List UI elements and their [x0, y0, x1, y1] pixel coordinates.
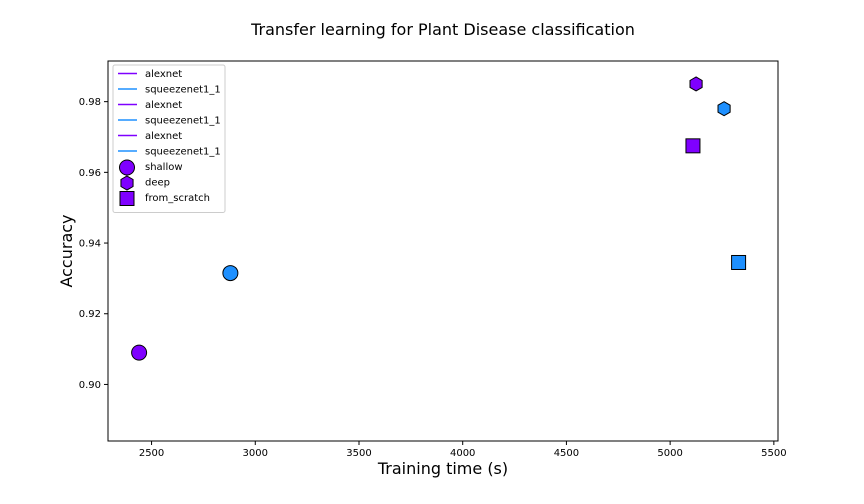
legend: alexnetsqueezenet1_1alexnetsqueezenet1_1…: [112, 64, 226, 213]
x-tick-label: 4000: [450, 448, 475, 459]
legend-label: deep: [145, 178, 170, 189]
legend-label: alexnet: [145, 100, 182, 111]
x-tick-label: 5000: [657, 448, 682, 459]
x-tick-label: 5500: [761, 448, 786, 459]
legend-hexagon-swatch: [120, 175, 134, 191]
legend-circle-swatch: [119, 159, 135, 176]
legend-label: squeezenet1_1: [145, 116, 221, 127]
legend-square-swatch: [119, 191, 135, 206]
square-point: [685, 138, 701, 154]
legend-box: [112, 64, 226, 213]
legend-label: alexnet: [145, 69, 182, 80]
square-point: [731, 254, 747, 270]
data-points: [131, 76, 747, 361]
y-axis: 0.90 0.92 0.94 0.96 0.98: [79, 97, 108, 391]
circle-point: [222, 265, 239, 282]
y-tick-label: 0.92: [79, 309, 101, 320]
x-tick-label: 4500: [554, 448, 579, 459]
legend-label: squeezenet1_1: [145, 85, 221, 96]
legend-label: shallow: [145, 162, 183, 173]
hexagon-point: [689, 76, 703, 92]
chart-title: Transfer learning for Plant Disease clas…: [250, 20, 635, 39]
y-axis-label: Accuracy: [57, 214, 76, 287]
x-tick-label: 2500: [139, 448, 164, 459]
legend-label: squeezenet1_1: [145, 147, 221, 158]
x-tick-label: 3000: [243, 448, 268, 459]
y-tick-label: 0.90: [79, 380, 101, 391]
legend-label: alexnet: [145, 131, 182, 142]
x-tick-label: 3500: [346, 448, 371, 459]
x-axis: 2500 3000 3500 4000 4500 5000 5500: [139, 441, 787, 459]
legend-label: from_scratch: [145, 193, 210, 204]
y-tick-label: 0.94: [79, 239, 101, 250]
y-tick-label: 0.98: [79, 97, 101, 108]
y-tick-label: 0.96: [79, 168, 101, 179]
circle-point: [131, 344, 148, 361]
hexagon-point: [717, 101, 731, 117]
x-axis-label: Training time (s): [377, 459, 508, 478]
